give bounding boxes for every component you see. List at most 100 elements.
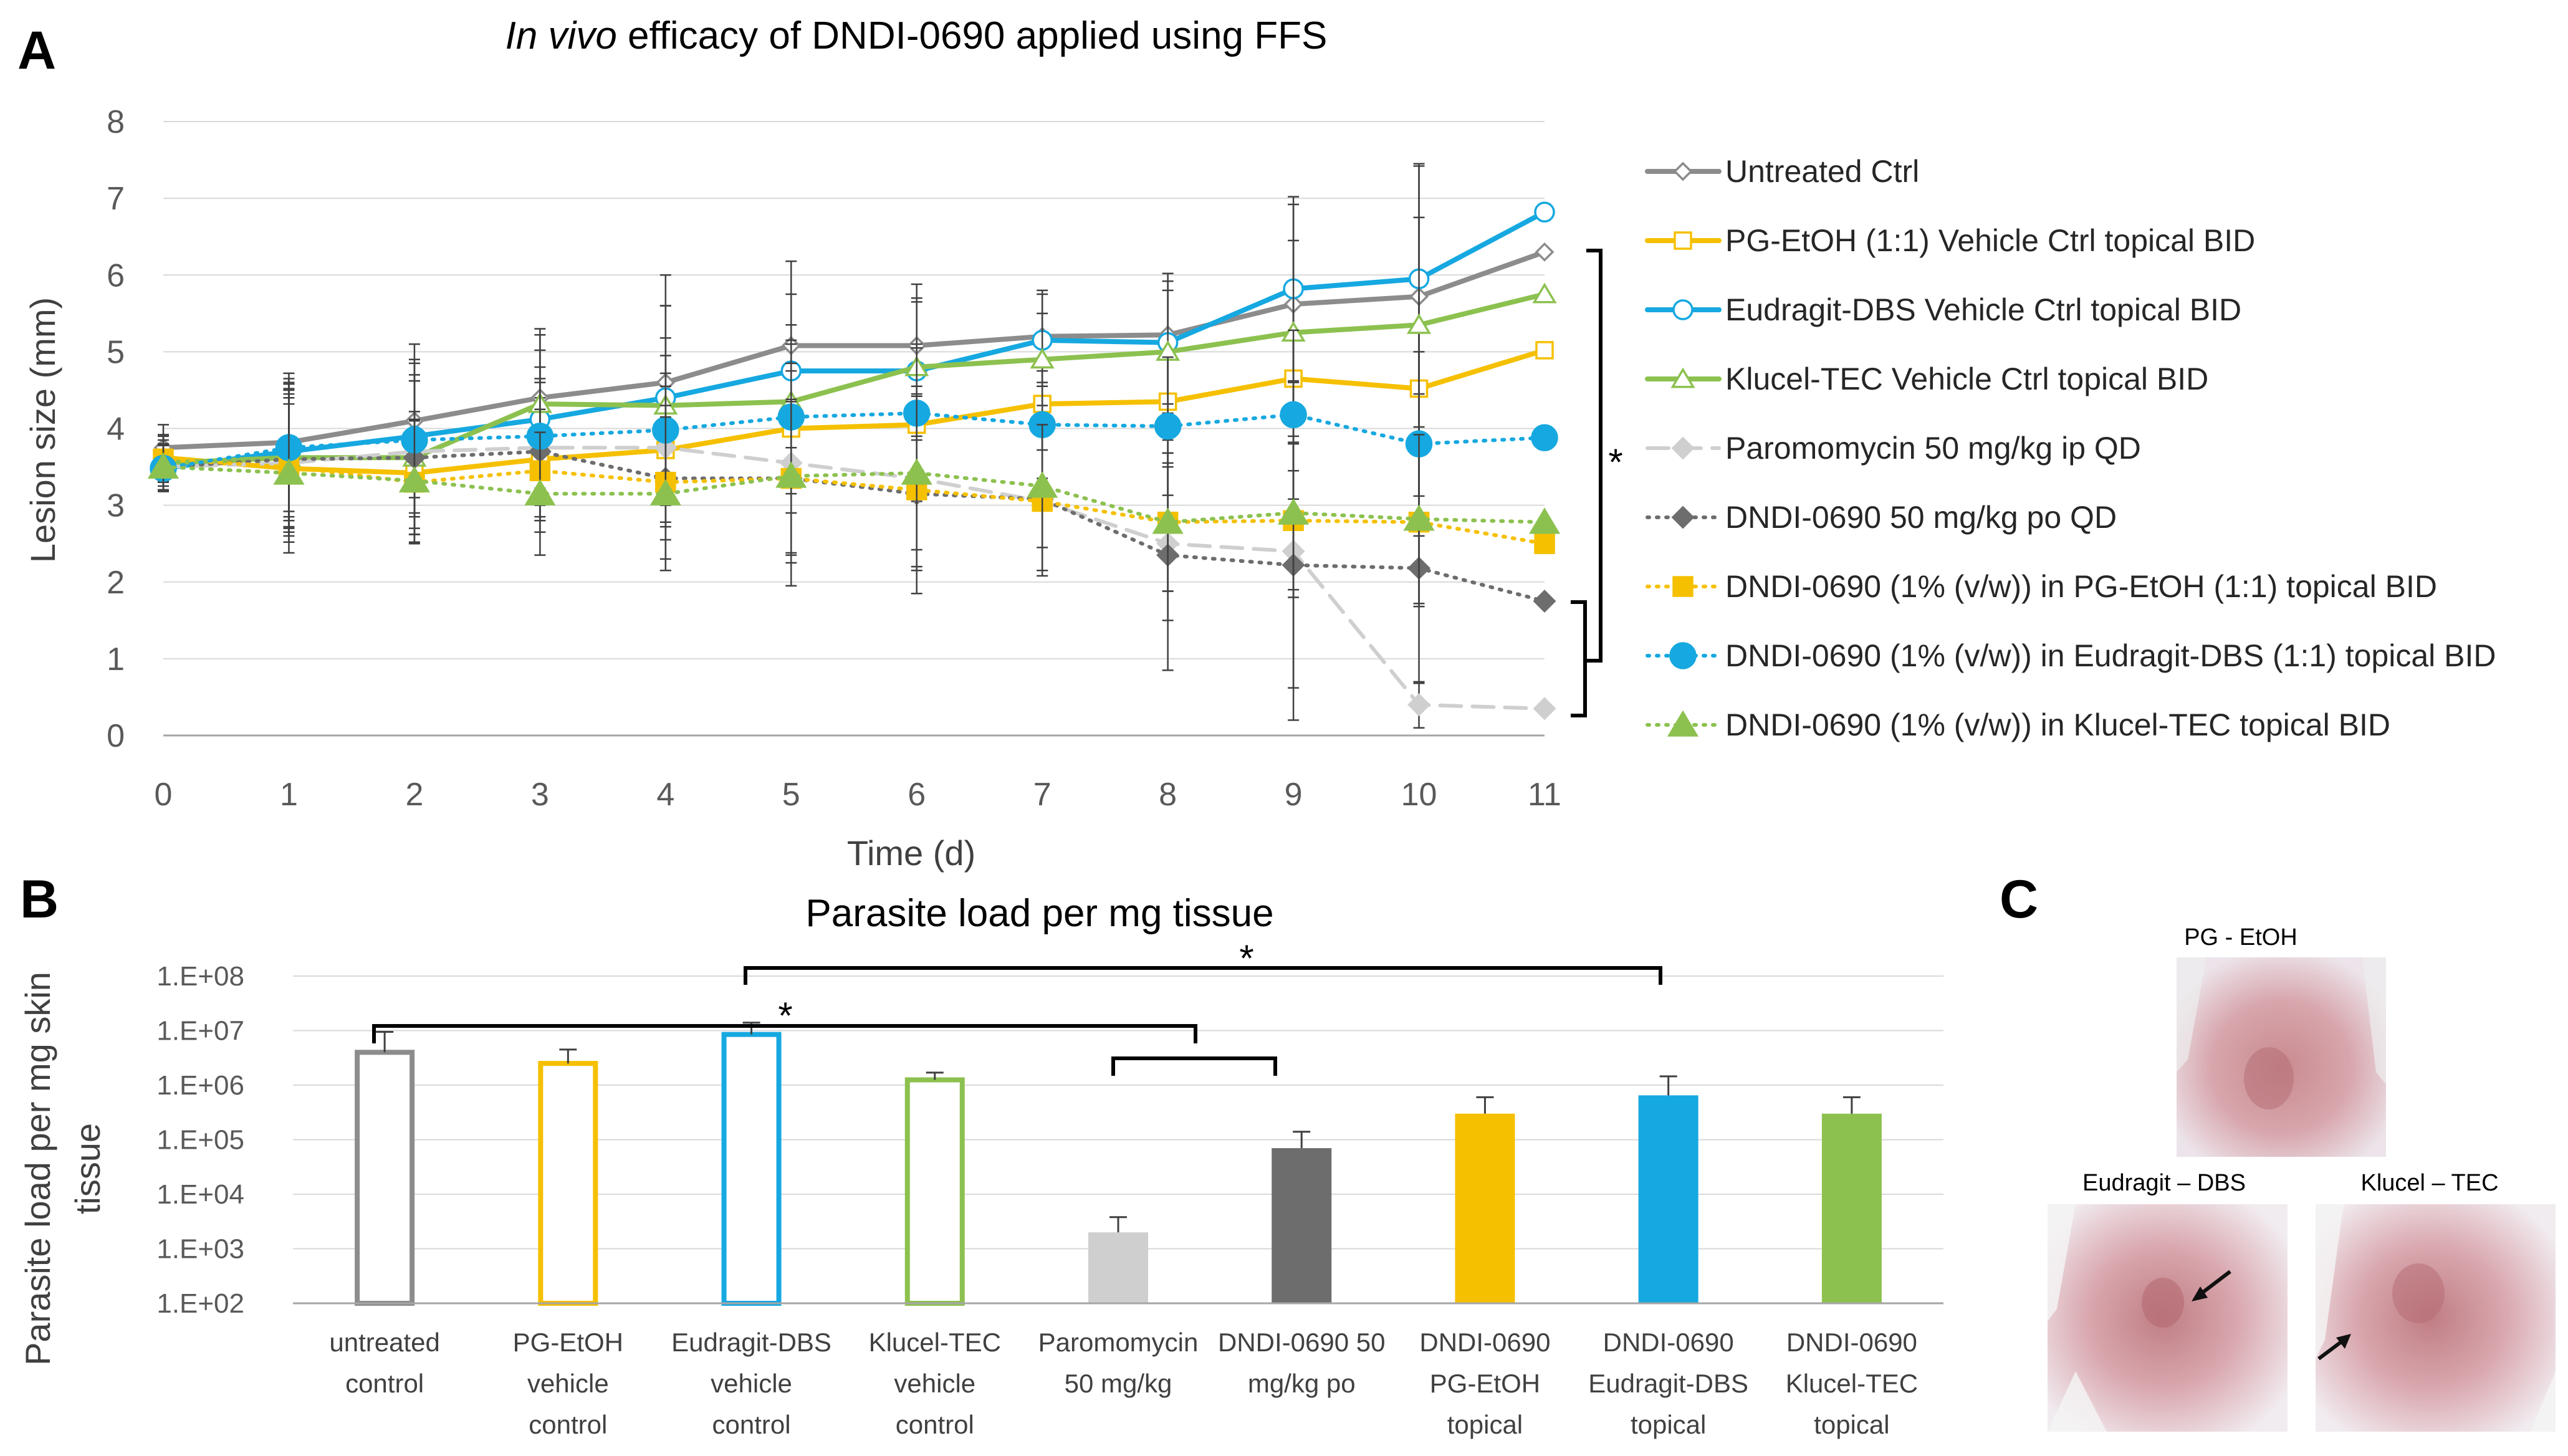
- chart-b-x-label-line: PG-EtOH: [1430, 1369, 1540, 1398]
- chart-a-legend-item-5: Paromomycin 50 mg/kg ip QD: [1646, 431, 2141, 466]
- chart-a-y-tick-label: 1: [107, 641, 125, 678]
- chart-a-x-tick-label: 10: [1401, 777, 1437, 813]
- chart-b-bar: [904, 1077, 965, 1306]
- photo-caption-klucel-tec: Klucel – TEC: [2360, 1170, 2498, 1196]
- chart-a-point: [524, 479, 556, 505]
- photo-pg-etoh: [2177, 957, 2386, 1157]
- chart-a-point: [1535, 242, 1555, 262]
- chart-a-line-7: [161, 457, 1546, 546]
- chart-b-bar: [721, 1032, 782, 1306]
- chart-b-bar-group-9: [1821, 1096, 1882, 1303]
- chart-b-bar-group-8: [1638, 1075, 1698, 1303]
- chart-a-legend-label: Paromomycin 50 mg/kg ip QD: [1725, 431, 2141, 466]
- chart-a-bracket-outer: [1586, 249, 1603, 663]
- chart-b-x-label-line: vehicle: [894, 1369, 975, 1398]
- chart-a-y-tick-label: 4: [107, 411, 125, 448]
- chart-a-legend-swatch-marker: [1667, 710, 1699, 737]
- panel-label-b: B: [20, 869, 59, 929]
- chart-a-legend-item-9: DNDI-0690 (1% (v/w)) in Klucel-TEC topic…: [1646, 707, 2390, 742]
- chart-b-y-tick-label: 1.E+07: [156, 1016, 244, 1046]
- photo-caption-eudragit-dbs: Eudragit – DBS: [2082, 1170, 2246, 1196]
- chart-b-x-label-line: untreated: [329, 1328, 439, 1357]
- chart-b-bracket-eudragit: [744, 966, 1662, 985]
- chart-b-y-label-line2: tissue: [68, 1123, 107, 1214]
- panel-a: A In vivo efficacy of DNDI-0690 applied …: [17, 14, 2496, 873]
- chart-a-x-tick-label: 11: [1528, 777, 1561, 813]
- chart-b-bar-group-5: [1088, 1216, 1148, 1303]
- chart-a-y-tick-label: 6: [107, 257, 125, 294]
- chart-a-point: [1532, 282, 1557, 304]
- chart-a-point: [1534, 201, 1555, 223]
- chart-a-legend-item-2: PG-EtOH (1:1) Vehicle Ctrl topical BID: [1645, 223, 2255, 258]
- chart-b-x-label-line: DNDI-0690: [1419, 1328, 1550, 1357]
- chart-a-point: [901, 458, 932, 485]
- chart-b-bar: [1455, 1113, 1515, 1303]
- chart-a-significance: *: [1608, 441, 1622, 483]
- chart-a-point: [147, 452, 180, 479]
- chart-b-y-ticks: 1.E+02 1.E+03 1.E+04 1.E+05 1.E+06 1.E+07 1.E+…: [156, 961, 244, 1319]
- chart-b-x-label-7: DNDI-0690 PG-EtOH topical: [1419, 1328, 1550, 1439]
- chart-a-point: [398, 466, 430, 492]
- chart-a-legend-item-8: DNDI-0690 (1% (v/w)) in Eudragit-DBS (1:…: [1646, 638, 2496, 673]
- chart-a-x-tick-label: 0: [155, 777, 173, 813]
- chart-b-x-label-line: 50 mg/kg: [1065, 1369, 1172, 1398]
- chart-b-x-label-line: Eudragit-DBS: [1588, 1369, 1748, 1398]
- chart-a-point: [1534, 533, 1555, 554]
- chart-a-line-2: [161, 347, 1547, 476]
- chart-a-legend-swatch-marker: [1671, 505, 1695, 529]
- chart-a-y-tick-label: 0: [107, 718, 125, 754]
- chart-a-legend-swatch-marker: [1669, 642, 1697, 669]
- chart-b-x-label-line: Paromomycin: [1038, 1328, 1199, 1357]
- chart-a-x-tick-label: 9: [1285, 777, 1303, 813]
- chart-a-point: [1027, 471, 1058, 498]
- chart-a-point: [1406, 313, 1432, 334]
- chart-a-y-tick-label: 7: [107, 181, 125, 217]
- chart-a-bracket-inner: [1571, 600, 1587, 717]
- chart-a-line-5: [161, 446, 1546, 711]
- chart-b-bar-group-3: [721, 1022, 782, 1306]
- chart-b-x-label-line: PG-EtOH: [513, 1328, 623, 1357]
- chart-b-bar: [1088, 1232, 1148, 1303]
- chart-a-x-tick-label: 1: [280, 777, 298, 813]
- chart-b-x-label-8: DNDI-0690 Eudragit-DBS topical: [1588, 1328, 1748, 1439]
- chart-a-legend-label: Klucel-TEC Vehicle Ctrl topical BID: [1725, 362, 2208, 396]
- chart-b-significance-1: *: [778, 995, 792, 1037]
- chart-a-point: [273, 458, 305, 485]
- chart-b-x-label-1: untreated control: [329, 1328, 439, 1398]
- chart-a-y-ticks: 0 1 2 3 4 5 6 7 8: [107, 104, 125, 754]
- chart-a-line-3: [161, 209, 1547, 471]
- chart-a-point: [1407, 693, 1431, 717]
- chart-b-bar-group-1: [355, 1030, 415, 1306]
- chart-b-bars: [355, 1022, 1882, 1306]
- chart-a-legend-label: DNDI-0690 (1% (v/w)) in Eudragit-DBS (1:…: [1725, 638, 2496, 673]
- chart-b-x-label-2: PG-EtOH vehicle control: [513, 1328, 623, 1439]
- chart-b-bar-group-2: [538, 1048, 598, 1306]
- chart-b-x-label-line: Eudragit-DBS: [671, 1328, 831, 1357]
- chart-b-bar-group-7: [1455, 1096, 1515, 1303]
- chart-b-bar: [1638, 1095, 1698, 1303]
- chart-b-x-label-9: DNDI-0690 Klucel-TEC topical: [1786, 1328, 1918, 1439]
- chart-a-series: [147, 163, 1561, 729]
- chart-b-y-label-line1: Parasite load per mg skin: [18, 972, 57, 1366]
- chart-b-x-label-line: topical: [1814, 1410, 1889, 1439]
- chart-b-x-label-6: DNDI-0690 50 mg/kg po: [1218, 1328, 1385, 1398]
- chart-a-point: [649, 479, 681, 505]
- chart-a-legend-label: DNDI-0690 50 mg/kg po QD: [1725, 500, 2117, 535]
- chart-b-y-tick-label: 1.E+08: [156, 961, 244, 992]
- chart-a-legend-swatch-marker: [1670, 367, 1695, 388]
- chart-b-bracket-untreated-paromomycin: [372, 1024, 1197, 1043]
- chart-a-legend-swatch-marker: [1672, 576, 1694, 597]
- chart-a-x-tick-label: 8: [1159, 777, 1177, 813]
- chart-a-legend-label: Untreated Ctrl: [1725, 154, 1919, 189]
- chart-b-x-label-line: DNDI-0690: [1603, 1328, 1734, 1357]
- chart-b-x-label-line: topical: [1447, 1410, 1523, 1439]
- photo-eudragit-dbs: [2048, 1204, 2288, 1432]
- chart-a-x-tick-label: 5: [782, 777, 800, 813]
- chart-b-bar-group-6: [1272, 1131, 1332, 1303]
- chart-b-x-label-line: control: [529, 1410, 607, 1439]
- chart-a-series-5: [151, 355, 1556, 729]
- chart-a-legend: Untreated Ctrl PG-EtOH (1:1) Vehicle Ctrl…: [1645, 154, 2496, 742]
- chart-b-x-label-line: control: [345, 1369, 424, 1398]
- chart-a-x-tick-label: 4: [656, 777, 674, 813]
